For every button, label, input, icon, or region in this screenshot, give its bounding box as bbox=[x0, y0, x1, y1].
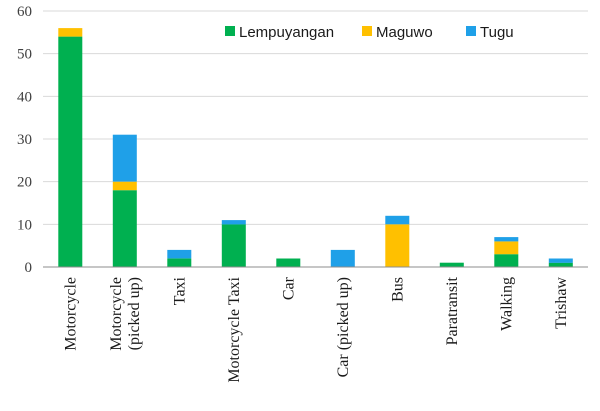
x-category-label: Trishaw bbox=[553, 277, 570, 329]
legend: Lempuyangan Maguwo Tugu bbox=[225, 24, 514, 41]
legend-label-lempuyangan: Lempuyangan bbox=[239, 24, 334, 41]
bar-segment-maguwo bbox=[494, 241, 519, 255]
y-tick-label: 60 bbox=[17, 4, 32, 20]
bar-segment-tugu bbox=[548, 258, 573, 263]
bar-segment-lempuyangan bbox=[276, 258, 301, 267]
bar-segment-lempuyangan bbox=[58, 36, 83, 267]
x-category-label: Motorcycle bbox=[62, 277, 79, 351]
bar-segment-lempuyangan bbox=[494, 254, 519, 267]
bar-segment-lempuyangan bbox=[167, 258, 192, 267]
legend-swatch-lempuyangan bbox=[225, 26, 235, 36]
x-category-label: Motorcycle bbox=[108, 277, 125, 351]
x-category-label: (picked up) bbox=[126, 277, 143, 350]
bar-segment-lempuyangan bbox=[548, 262, 573, 267]
bar-segment-tugu bbox=[330, 249, 355, 267]
x-category-label: Bus bbox=[389, 277, 406, 302]
x-category-label: Walking bbox=[498, 277, 515, 331]
y-tick-label: 10 bbox=[17, 217, 32, 233]
bar-segment-lempuyangan bbox=[439, 262, 464, 267]
legend-swatch-maguwo bbox=[362, 26, 372, 36]
bar-segment-tugu bbox=[385, 215, 410, 225]
y-tick-label: 30 bbox=[17, 132, 32, 148]
legend-label-tugu: Tugu bbox=[480, 24, 514, 41]
bar-segment-tugu bbox=[221, 220, 246, 225]
bar-segment-maguwo bbox=[385, 224, 410, 267]
bar-segment-maguwo bbox=[112, 181, 137, 191]
legend-label-maguwo: Maguwo bbox=[376, 24, 433, 41]
x-category-label: Paratransit bbox=[444, 276, 461, 345]
y-tick-label: 40 bbox=[17, 89, 32, 105]
y-tick-label: 20 bbox=[17, 175, 32, 191]
x-category-label: Car (picked up) bbox=[335, 277, 352, 377]
legend-swatch-tugu bbox=[466, 26, 476, 36]
x-axis-category-labels: Motorcycle Motorcycle (picked up) Taxi Motor… bbox=[62, 276, 570, 382]
x-category-label: Car bbox=[280, 276, 297, 300]
bar-segment-lempuyangan bbox=[112, 190, 137, 267]
bar-segment-tugu bbox=[494, 237, 519, 242]
y-axis-ticks: 0 10 20 30 40 50 60 bbox=[17, 4, 32, 276]
bar-segment-tugu bbox=[167, 249, 192, 259]
x-category-label: Motorcycle Taxi bbox=[226, 276, 243, 382]
y-tick-label: 0 bbox=[25, 260, 33, 276]
y-tick-label: 50 bbox=[17, 47, 32, 63]
bar-segment-tugu bbox=[112, 134, 137, 182]
x-category-label: Taxi bbox=[171, 276, 188, 305]
bars bbox=[58, 28, 573, 267]
bar-segment-maguwo bbox=[58, 28, 83, 37]
bar-segment-lempuyangan bbox=[221, 224, 246, 267]
